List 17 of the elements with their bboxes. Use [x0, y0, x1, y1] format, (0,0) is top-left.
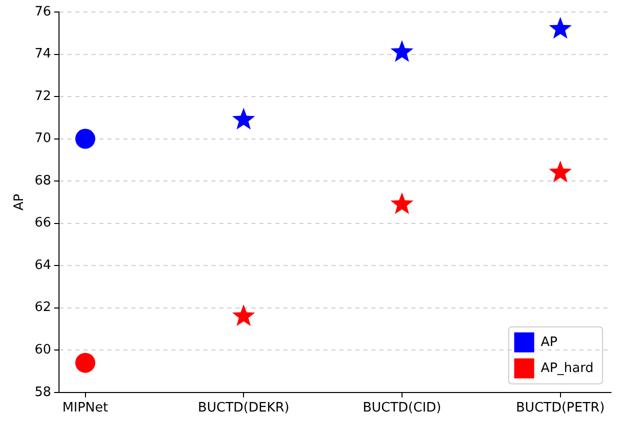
x-tick-label: BUCTD(DEKR)	[198, 400, 290, 416]
y-tick-label: 76	[34, 4, 52, 20]
legend-label: AP	[540, 334, 558, 350]
x-tick-label: BUCTD(PETR)	[516, 400, 605, 416]
y-tick-label: 70	[34, 131, 52, 146]
y-tick-label: 64	[34, 258, 52, 273]
y-axis-title: AP	[12, 194, 28, 211]
y-tick-label: 62	[34, 300, 52, 316]
x-tick-label: BUCTD(CID)	[362, 400, 442, 416]
y-tick-label: 68	[34, 173, 52, 188]
y-tick-label: 66	[34, 216, 52, 231]
y-tick-label: 72	[34, 88, 52, 104]
x-tick-label: MIPNet	[62, 400, 108, 416]
y-tick-label: 58	[34, 384, 52, 400]
legend-label: AP_hard	[540, 360, 594, 376]
y-tick-label: 60	[34, 342, 52, 358]
y-tick-label: 74	[34, 46, 52, 62]
